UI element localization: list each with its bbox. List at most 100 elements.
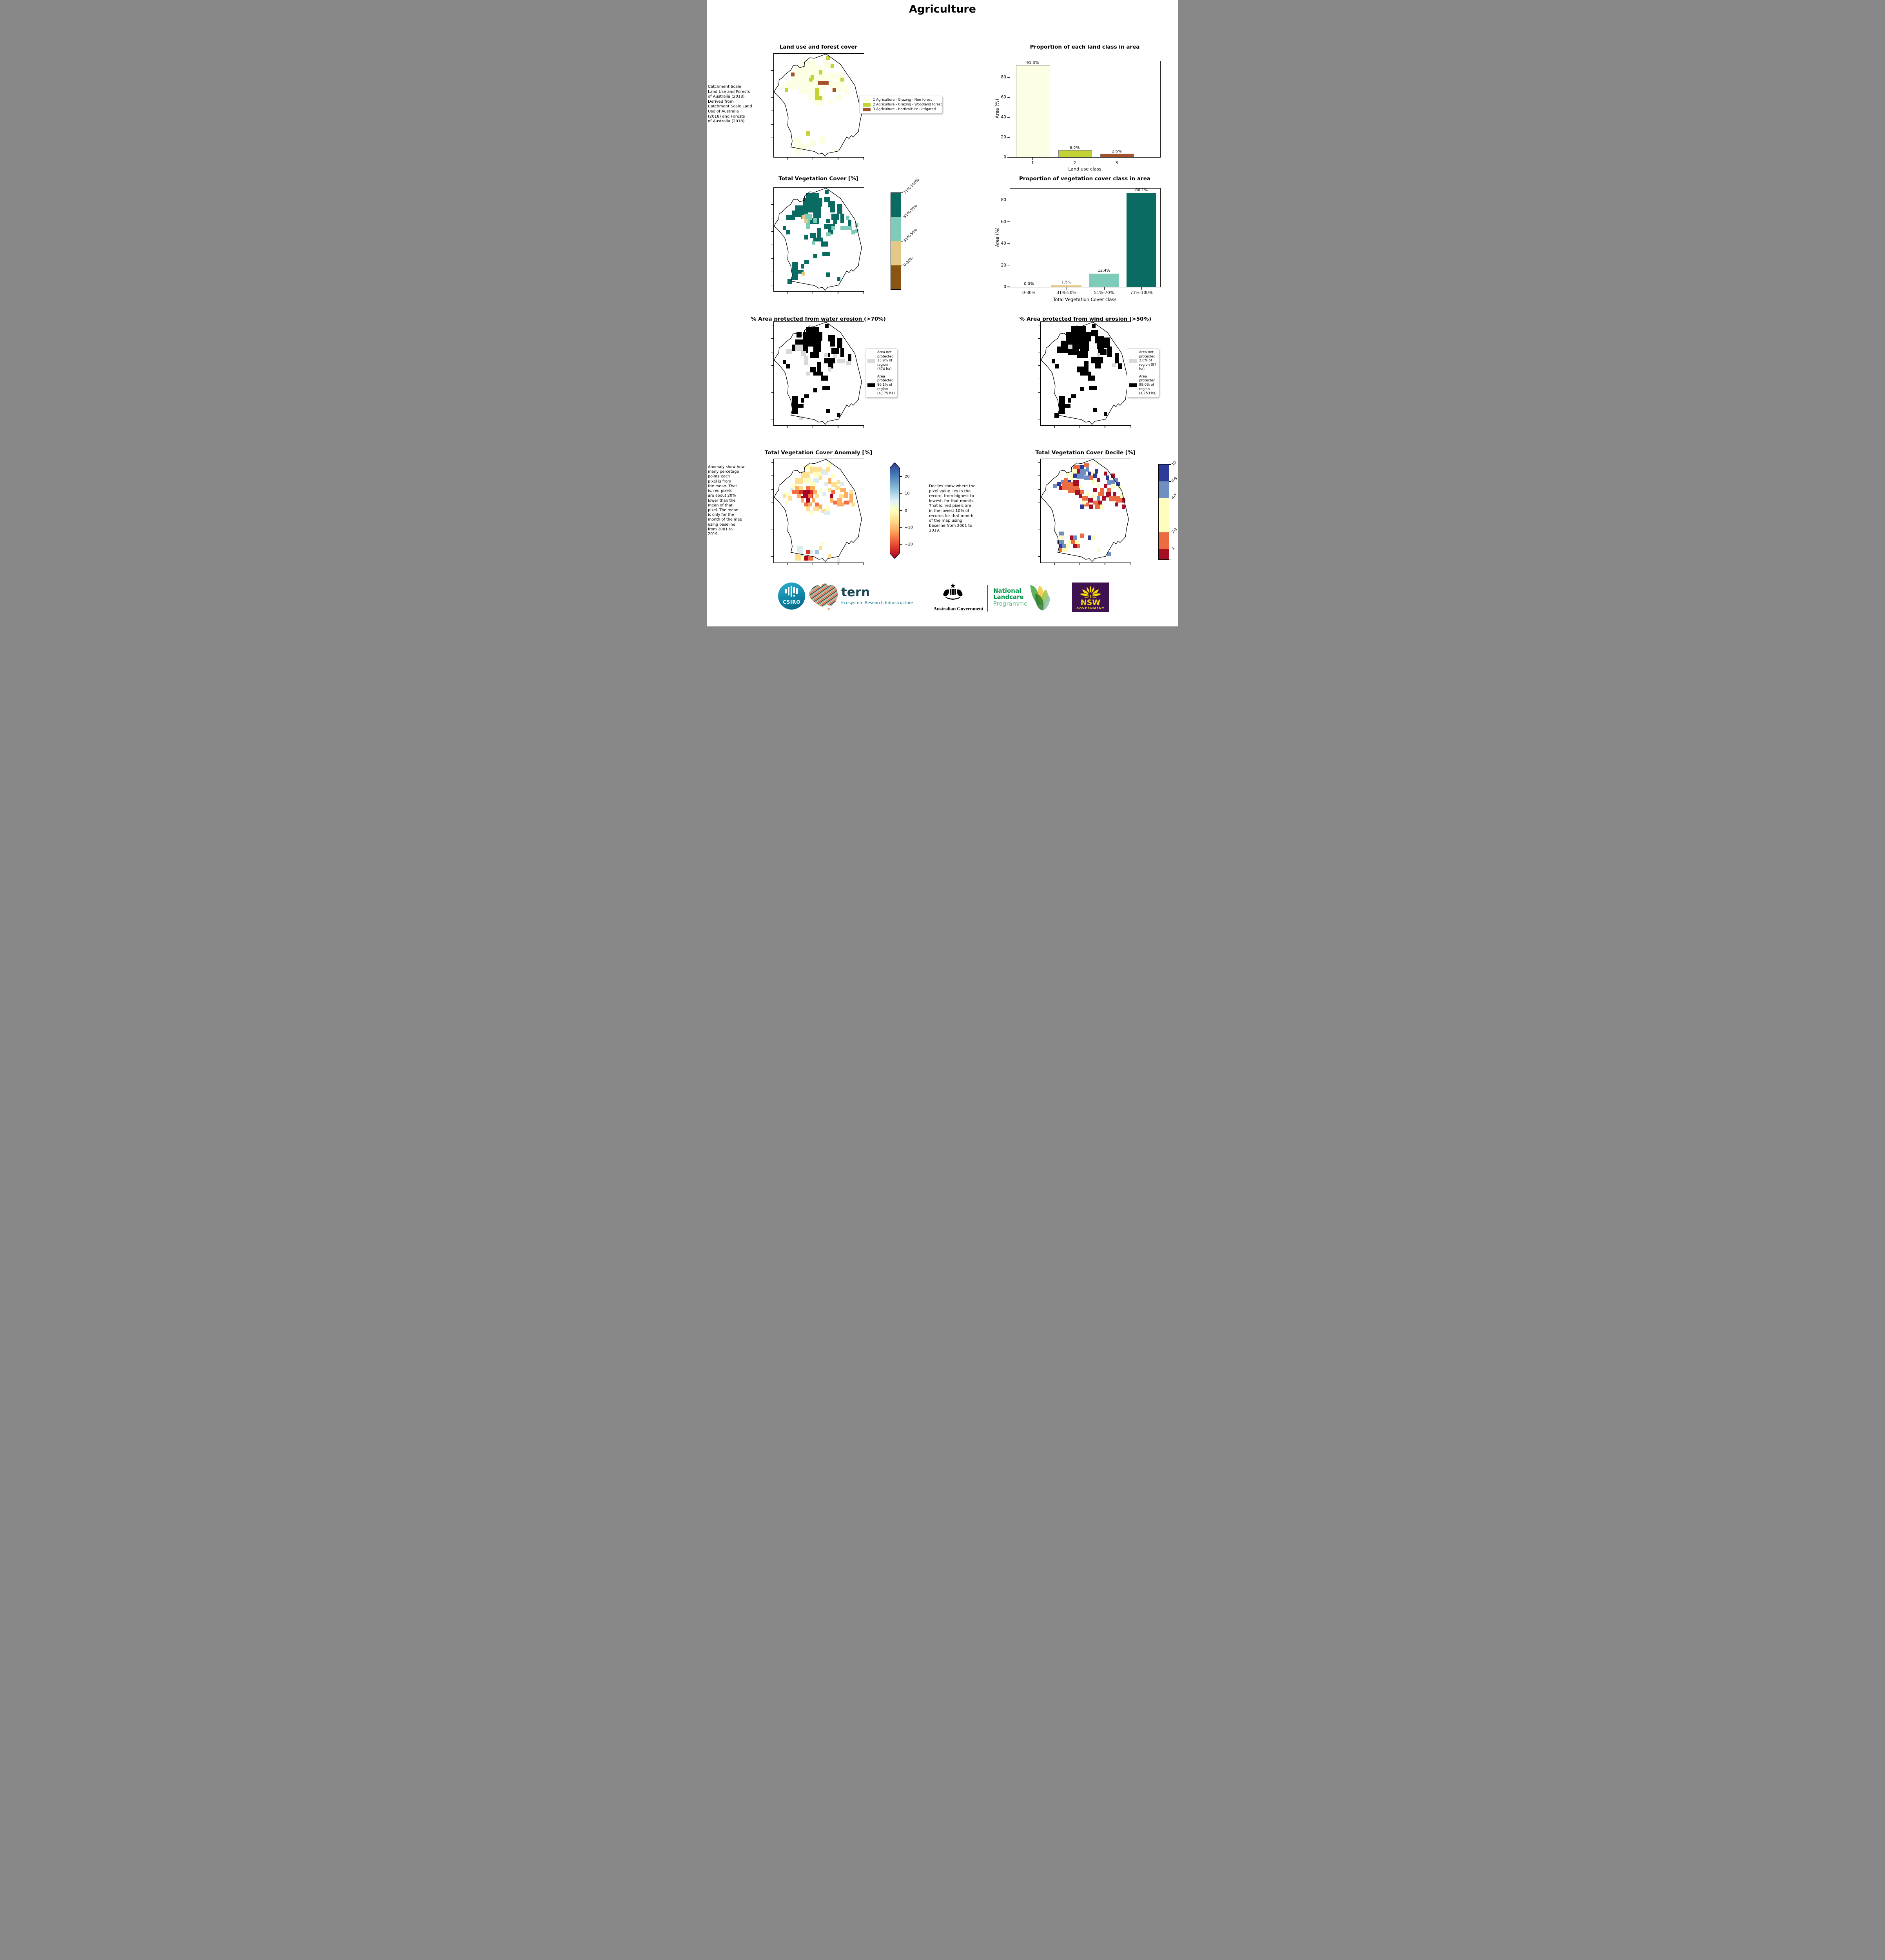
map-cell (831, 214, 839, 220)
map-cell (828, 463, 832, 468)
bar-31%-50% (1051, 285, 1081, 287)
map-cell (1077, 473, 1084, 479)
map-cell (1064, 477, 1068, 482)
map-cell (1096, 496, 1100, 501)
colorbar-segment (1159, 481, 1169, 498)
map-cell (1109, 496, 1117, 502)
legend-item: Area protected 98.0% of region (4,753 ha… (1127, 373, 1159, 397)
x-tick-label: 71%-100% (1130, 290, 1153, 295)
map-cell (837, 413, 841, 417)
map-cell (1096, 343, 1104, 349)
map-cell (819, 505, 823, 509)
map-cell (810, 140, 816, 146)
legend-item: 3 Agriculture - Horticulture - Irrigated (860, 107, 942, 112)
map-cell (1107, 347, 1112, 357)
colorbar-segment (891, 217, 901, 241)
map-cell (825, 324, 829, 328)
map-cell (1095, 505, 1100, 509)
wind-erosion-legend: Area not protected 2.0% of region (97 ha… (1127, 348, 1159, 398)
map-cell (1087, 376, 1095, 381)
map-cell (833, 148, 837, 152)
map-cell (1082, 496, 1088, 501)
colorbar-tick-label: 1 (1171, 546, 1176, 551)
land-use-source-note: Catchment Scale Land Use and Forests of … (708, 85, 752, 124)
map-cell (1060, 539, 1064, 544)
colorbar-segment (1159, 549, 1169, 559)
legend-label: Area protected 98.0% of region (4,753 ha… (1139, 374, 1157, 396)
map-cell (1095, 363, 1101, 368)
map-cell (1069, 475, 1073, 480)
map-cell (798, 403, 804, 408)
map-cell (1069, 535, 1073, 540)
map-cell (1122, 498, 1126, 503)
colorbar-segment (1159, 532, 1169, 549)
map-cell (808, 556, 814, 561)
map-cell (1093, 488, 1097, 492)
decile-map (1038, 459, 1131, 565)
map-cell (1091, 330, 1099, 336)
map-cell (829, 498, 833, 503)
map-cell (826, 467, 830, 472)
map-cell (791, 72, 795, 77)
map-cell (837, 502, 844, 507)
map-cell (1062, 548, 1068, 552)
map-cell (1105, 475, 1109, 480)
map-cell (804, 260, 809, 265)
map-cell (802, 214, 806, 219)
map-cell (822, 492, 826, 497)
map-cell (1096, 484, 1100, 488)
landcare-line1: National (993, 587, 1021, 594)
map-cell (808, 502, 812, 507)
map-cell (801, 264, 805, 269)
map-cell (806, 486, 810, 490)
map-cell (795, 554, 801, 561)
map-cell (813, 254, 817, 258)
veg-cover-map-title: Total Vegetation Cover [%] (778, 176, 858, 182)
legend-item: 2 Agriculture - Grazing - Woodland fores… (860, 102, 942, 107)
x-tick-label: 2 (1073, 161, 1076, 165)
map-cell (784, 88, 788, 92)
x-tick-label: 3 (1115, 161, 1118, 165)
map-cell (802, 143, 809, 150)
map-cell (786, 214, 796, 220)
map-cell (844, 492, 848, 499)
map-cell (840, 214, 844, 223)
x-axis-tick (863, 563, 864, 565)
map-cell (801, 350, 806, 356)
map-cell (826, 272, 830, 277)
map-cell (1107, 488, 1111, 492)
y-tick-label: 20 (1001, 263, 1006, 268)
map-cell (1057, 539, 1061, 544)
tern-tasmania-shape (827, 608, 830, 611)
map-cell (1053, 484, 1057, 488)
map-cell (1120, 494, 1124, 499)
veg-cover-chart: 0 20 40 60 80 0.0% 0-30% 1.5% 31%-50% 12.4% 51%-70… (1001, 188, 1161, 295)
map-cell (786, 364, 790, 368)
anomaly-map (771, 459, 864, 565)
y-axis-tick (771, 475, 773, 476)
map-cell (810, 550, 814, 554)
map-canvas (1041, 322, 1131, 425)
map-cell (1113, 477, 1118, 482)
y-tick-label: 80 (1001, 198, 1006, 203)
map-cell (793, 138, 802, 155)
legend-swatch-woodland (863, 103, 871, 107)
colorbar-tick-label: 71%-100% (903, 178, 920, 195)
map-cell (1077, 350, 1088, 358)
veg-cover-colorbar: 71%-100% 51%-70% 31%-50% 0-30% (891, 178, 920, 290)
map-cell (1087, 498, 1093, 503)
veg-chart-ylabel: Area (%) (994, 227, 1000, 247)
tern-australia-icon (809, 583, 838, 611)
map-cell (815, 96, 819, 100)
map-cell (817, 228, 821, 239)
x-axis-tick (863, 292, 864, 294)
map-cell (1093, 500, 1099, 505)
map-cell (804, 356, 808, 365)
map-cell (815, 494, 819, 499)
colorbar-segment (1159, 465, 1169, 481)
colorbar-tick-label: 2-3 (1171, 527, 1178, 534)
veg-chart-xlabel: Total Vegetation Cover class (1053, 297, 1117, 302)
anomaly-colorbar-tick-label: −10 (905, 525, 913, 530)
map-cell (813, 371, 824, 376)
map-cell (813, 206, 821, 218)
